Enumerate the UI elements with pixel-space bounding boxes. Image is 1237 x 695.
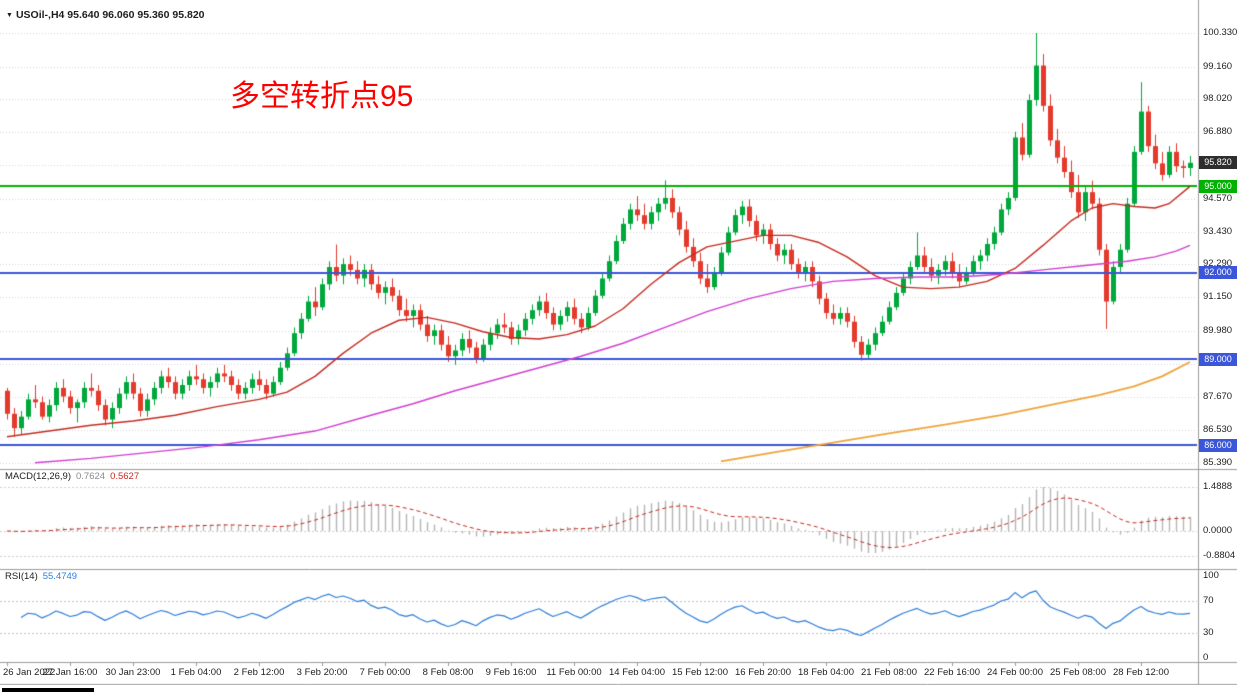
price-tick-label: 96.880 bbox=[1203, 126, 1233, 138]
time-tick-label: 30 Jan 23:00 bbox=[105, 667, 161, 678]
macd-tick-label: 1.4888 bbox=[1203, 481, 1233, 492]
macd-tick-label: 0.0000 bbox=[1203, 525, 1233, 536]
symbol-dropdown-icon: ▼ bbox=[6, 12, 13, 19]
time-tick-label: 21 Feb 08:00 bbox=[861, 667, 917, 678]
time-tick-label: 7 Feb 00:00 bbox=[359, 667, 411, 678]
rsi-tick-label: 70 bbox=[1203, 594, 1214, 606]
rsi-indicator-label: RSI(14) 55.4749 bbox=[5, 571, 77, 582]
time-tick-label: 3 Feb 20:00 bbox=[296, 667, 348, 678]
time-tick-label: 15 Feb 12:00 bbox=[672, 667, 728, 678]
time-tick-label: 1 Feb 04:00 bbox=[170, 667, 222, 678]
time-tick-label: 18 Feb 04:00 bbox=[798, 667, 854, 678]
price-tick-label: 87.670 bbox=[1203, 391, 1233, 403]
price-tick-label: 100.330 bbox=[1203, 27, 1237, 38]
rsi-name: RSI(14) bbox=[5, 571, 38, 582]
macd-tick-label: -0.8804 bbox=[1203, 550, 1236, 561]
level-badge-95: 95.000 bbox=[1199, 179, 1237, 193]
ohlc-readout: 95.640 96.060 95.360 95.820 bbox=[67, 9, 205, 21]
price-tick-label: 85.390 bbox=[1203, 457, 1233, 468]
time-tick-label: 25 Feb 08:00 bbox=[1050, 667, 1106, 678]
price-tick-label: 93.430 bbox=[1203, 225, 1233, 237]
level-badge-92: 92.000 bbox=[1199, 266, 1237, 280]
price-tick-label: 94.570 bbox=[1203, 192, 1233, 204]
price-tick-label: 89.980 bbox=[1203, 324, 1233, 336]
rsi-value: 55.4749 bbox=[42, 571, 78, 582]
price-tick-label: 91.150 bbox=[1203, 291, 1233, 303]
rsi-tick-label: 100 bbox=[1203, 570, 1219, 581]
macd-main-value: 0.7624 bbox=[76, 471, 106, 482]
time-tick-label: 9 Feb 16:00 bbox=[485, 667, 537, 678]
macd-name: MACD(12,26,9) bbox=[5, 471, 71, 482]
time-tick-label: 11 Feb 00:00 bbox=[546, 667, 602, 678]
time-tick-label: 16 Feb 20:00 bbox=[735, 667, 791, 678]
horizontal-scrollbar[interactable] bbox=[0, 685, 1237, 695]
time-tick-label: 2 Feb 12:00 bbox=[233, 667, 285, 678]
price-tick-label: 99.160 bbox=[1203, 60, 1233, 72]
price-tick-label: 98.020 bbox=[1203, 93, 1233, 105]
time-tick-label: 27 Jan 16:00 bbox=[42, 667, 98, 678]
macd-signal-value: 0.5627 bbox=[110, 471, 140, 482]
symbol-timeframe-label: USOil-,H4 bbox=[15, 9, 65, 21]
price-tick-label: 86.530 bbox=[1203, 424, 1233, 436]
time-tick-label: 22 Feb 16:00 bbox=[924, 667, 980, 678]
current-price-badge: 95.820 bbox=[1199, 156, 1237, 170]
time-tick-label: 28 Feb 12:00 bbox=[1113, 667, 1169, 678]
chart-title: ▼ USOil-,H4 95.640 96.060 95.360 95.820 bbox=[6, 9, 205, 21]
macd-indicator-label: MACD(12,26,9) 0.7624 0.5627 bbox=[5, 471, 139, 482]
rsi-tick-label: 30 bbox=[1203, 627, 1214, 639]
time-tick-label: 24 Feb 00:00 bbox=[987, 667, 1043, 678]
scrollbar-thumb[interactable] bbox=[2, 688, 94, 692]
time-tick-label: 26 Jan 2022 bbox=[3, 667, 56, 678]
rsi-tick-label: 0 bbox=[1203, 652, 1209, 663]
time-tick-label: 14 Feb 04:00 bbox=[609, 667, 665, 678]
time-tick-label: 8 Feb 08:00 bbox=[422, 667, 474, 678]
level-badge-86: 86.000 bbox=[1199, 438, 1237, 452]
price-tick-label: 92.290 bbox=[1203, 258, 1233, 270]
level-badge-89: 89.000 bbox=[1199, 352, 1237, 366]
chart-annotation[interactable]: 多空转折点95 bbox=[230, 80, 414, 113]
